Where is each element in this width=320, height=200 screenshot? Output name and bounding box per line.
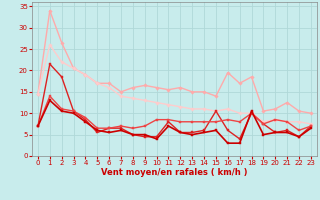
X-axis label: Vent moyen/en rafales ( km/h ): Vent moyen/en rafales ( km/h ) [101,168,248,177]
